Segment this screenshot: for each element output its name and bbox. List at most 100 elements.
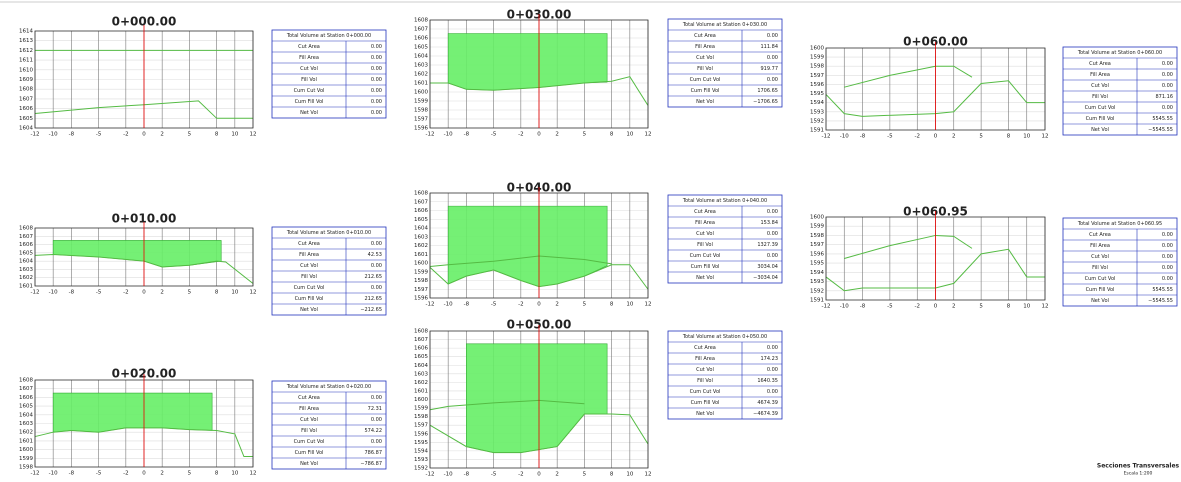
row-value: 0.00 [1162, 243, 1173, 249]
row-value: 0.00 [1162, 265, 1173, 271]
table-title: Total Volume at Station 0+060.95 [1077, 221, 1162, 227]
x-tick-label: 0 [142, 132, 146, 138]
row-value: 0.00 [767, 389, 778, 395]
row-label: Fill Area [299, 252, 319, 258]
y-tick-label: 1599 [19, 456, 33, 462]
y-tick-label: 1608 [414, 329, 428, 335]
x-tick-label: -8 [69, 132, 75, 138]
y-tick-label: 1605 [19, 404, 33, 410]
x-tick-label: -12 [822, 134, 831, 140]
row-value: 1640.35 [757, 378, 778, 384]
row-value: 0.00 [371, 285, 382, 291]
y-tick-label: 1597 [810, 73, 824, 79]
row-label: Cut Vol [1091, 83, 1109, 89]
x-tick-label: -12 [426, 472, 435, 478]
row-value: −3034.04 [753, 275, 778, 281]
row-value: 786.87 [365, 450, 383, 456]
ground-profile [825, 80, 1045, 117]
row-label: Cut Vol [696, 231, 714, 237]
row-label: Cut Vol [1091, 254, 1109, 260]
y-tick-label: 1591 [810, 128, 824, 134]
x-tick-label: -2 [123, 471, 128, 477]
y-tick-label: 1592 [414, 466, 428, 472]
y-tick-label: 1604 [19, 412, 33, 418]
x-tick-label: -10 [444, 472, 453, 478]
row-value: 0.00 [371, 99, 382, 105]
x-tick-label: 12 [250, 290, 257, 296]
x-tick-label: 5 [188, 132, 192, 138]
row-value: 0.00 [767, 209, 778, 215]
x-tick-label: 8 [610, 132, 614, 138]
row-value: 5545.55 [1152, 287, 1173, 293]
x-tick-label: -5 [491, 472, 497, 478]
row-label: Fill Area [695, 44, 715, 50]
x-tick-label: 5 [979, 304, 983, 310]
y-tick-label: 1608 [414, 18, 428, 24]
x-tick-label: -5 [887, 134, 893, 140]
y-tick-label: 1604 [19, 259, 33, 265]
x-tick-label: 5 [583, 132, 587, 138]
y-tick-label: 1602 [414, 243, 428, 249]
row-label: Cum Fill Vol [295, 99, 324, 105]
row-value: 174.23 [761, 356, 779, 362]
x-tick-label: 12 [250, 132, 257, 138]
x-tick-label: -5 [96, 290, 102, 296]
row-value: 0.00 [767, 231, 778, 237]
x-tick-label: 10 [1023, 134, 1030, 140]
row-value: 0.00 [1162, 254, 1173, 260]
y-tick-label: 1596 [414, 126, 428, 132]
x-tick-label: 0 [537, 472, 541, 478]
y-tick-label: 1604 [414, 226, 428, 232]
table-title: Total Volume at Station 0+000.00 [286, 33, 371, 39]
row-label: Fill Vol [697, 242, 713, 248]
y-tick-label: 1603 [19, 421, 33, 427]
x-tick-label: 2 [952, 304, 956, 310]
row-label: Fill Area [299, 55, 319, 61]
y-tick-label: 1606 [414, 346, 428, 352]
x-tick-label: 10 [231, 290, 238, 296]
y-tick-label: 1605 [414, 217, 428, 223]
section-title: 0+020.00 [112, 367, 177, 381]
y-tick-label: 1599 [414, 269, 428, 275]
row-value: 0.00 [767, 345, 778, 351]
y-tick-label: 1610 [19, 67, 33, 73]
footer-scale: Escala 1:200 [1124, 471, 1153, 477]
x-tick-label: -2 [915, 134, 920, 140]
row-label: Net Vol [1091, 127, 1109, 133]
row-label: Cum Cut Vol [690, 77, 721, 83]
row-value: 212.65 [365, 296, 383, 302]
row-label: Cum Fill Vol [1086, 287, 1115, 293]
x-tick-label: -2 [518, 302, 523, 308]
row-label: Cum Fill Vol [691, 264, 720, 270]
x-tick-label: -8 [464, 132, 470, 138]
row-value: 0.00 [1162, 105, 1173, 111]
row-label: Cut Area [1089, 61, 1111, 67]
row-value: 574.22 [365, 428, 383, 434]
x-tick-label: 10 [626, 472, 633, 478]
x-tick-label: 2 [952, 134, 956, 140]
x-tick-label: 2 [555, 132, 559, 138]
section-title: 0+010.00 [112, 212, 177, 226]
row-label: Fill Area [299, 406, 319, 412]
y-tick-label: 1606 [19, 242, 33, 248]
row-label: Cut Vol [300, 417, 318, 423]
y-tick-label: 1605 [414, 45, 428, 51]
row-label: Net Vol [300, 110, 318, 116]
x-tick-label: -10 [49, 471, 58, 477]
fill-area [52, 392, 213, 433]
row-label: Cut Vol [300, 263, 318, 269]
x-tick-label: 8 [1007, 304, 1011, 310]
x-tick-label: -8 [860, 134, 866, 140]
x-tick-label: -5 [96, 471, 102, 477]
ground-profile [34, 427, 253, 458]
y-tick-label: 1607 [19, 234, 33, 240]
x-tick-label: -8 [464, 302, 470, 308]
row-label: Fill Area [695, 356, 715, 362]
section-title: 0+000.00 [112, 15, 177, 29]
row-label: Cum Cut Vol [294, 88, 325, 94]
y-tick-label: 1605 [414, 354, 428, 360]
row-label: Fill Vol [301, 274, 317, 280]
row-value: −5545.55 [1148, 298, 1173, 304]
y-tick-label: 1600 [414, 90, 428, 96]
x-tick-label: -12 [31, 290, 40, 296]
